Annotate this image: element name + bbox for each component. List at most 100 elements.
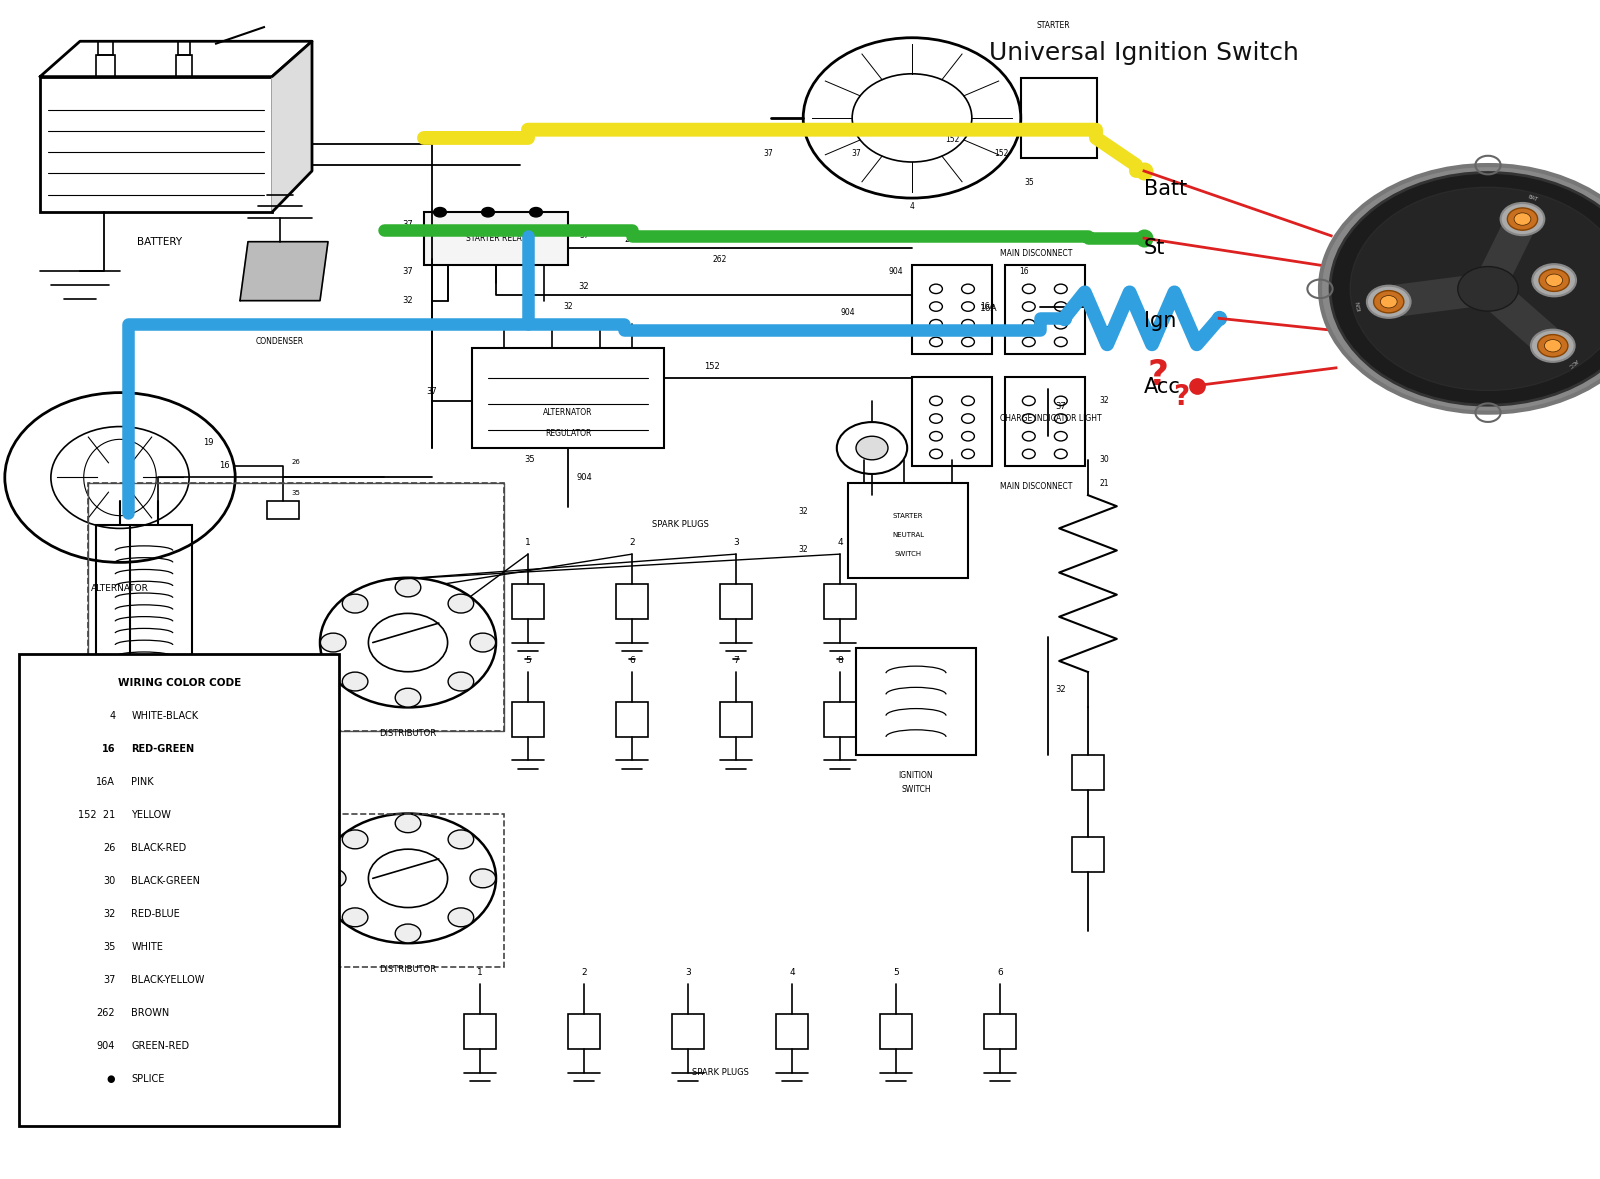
Text: 37: 37	[1099, 325, 1109, 335]
Text: 7: 7	[733, 656, 739, 665]
Text: 32: 32	[102, 909, 115, 918]
Bar	[984, 1014, 1016, 1049]
Text: 32: 32	[798, 545, 808, 554]
Text: RED-BLUE: RED-BLUE	[131, 909, 179, 918]
Text: BLACK-YELLOW: BLACK-YELLOW	[131, 975, 205, 984]
Text: 35: 35	[102, 942, 115, 951]
Bar	[720, 702, 752, 737]
Circle shape	[448, 830, 474, 849]
Text: DISTRIBUTOR: DISTRIBUTOR	[379, 964, 437, 974]
Bar	[267, 501, 299, 519]
Circle shape	[342, 830, 368, 849]
Bar	[1072, 755, 1104, 790]
Bar	[672, 1014, 704, 1049]
Text: SPLICE: SPLICE	[131, 1074, 165, 1084]
Text: 3: 3	[733, 538, 739, 547]
Circle shape	[1366, 285, 1411, 318]
Text: MAIN DISCONNECT: MAIN DISCONNECT	[1000, 482, 1072, 492]
Text: 16: 16	[102, 744, 115, 753]
Text: ?: ?	[1147, 358, 1170, 391]
Text: IGN: IGN	[1355, 301, 1362, 311]
Text: DISTRIBUTOR: DISTRIBUTOR	[379, 729, 437, 738]
Bar	[1005, 377, 1085, 466]
Text: 5: 5	[525, 656, 531, 665]
Text: 26: 26	[291, 459, 301, 466]
Text: 16A: 16A	[979, 302, 995, 311]
Text: 904: 904	[98, 1041, 115, 1050]
Circle shape	[434, 208, 446, 217]
Text: 3: 3	[685, 968, 691, 977]
Text: 21: 21	[1099, 479, 1109, 488]
Bar	[88, 814, 504, 967]
Circle shape	[1507, 208, 1538, 230]
Circle shape	[1538, 335, 1568, 357]
Text: 262: 262	[624, 235, 640, 244]
Circle shape	[1381, 296, 1397, 308]
Text: STARTER: STARTER	[1037, 21, 1070, 31]
Circle shape	[448, 672, 474, 691]
Text: 37: 37	[763, 149, 773, 158]
Text: 37: 37	[403, 266, 413, 276]
Circle shape	[1320, 165, 1600, 413]
Text: WHITE: WHITE	[131, 942, 163, 951]
Text: BATTERY: BATTERY	[138, 237, 182, 246]
Circle shape	[342, 594, 368, 613]
Text: 32: 32	[798, 507, 808, 516]
Text: 1: 1	[477, 968, 483, 977]
Bar	[912, 265, 992, 354]
Circle shape	[482, 208, 494, 217]
Circle shape	[320, 869, 346, 888]
Text: RED-GREEN: RED-GREEN	[131, 744, 194, 753]
Text: 262: 262	[714, 255, 726, 264]
Circle shape	[342, 672, 368, 691]
Text: 1: 1	[525, 538, 531, 547]
Bar	[880, 1014, 912, 1049]
Bar	[824, 702, 856, 737]
Circle shape	[320, 633, 346, 652]
Text: Acc: Acc	[1144, 377, 1181, 396]
Text: 152  21: 152 21	[78, 810, 115, 819]
Text: 152: 152	[704, 362, 720, 370]
Bar	[176, 55, 192, 77]
Bar	[568, 1014, 600, 1049]
Text: REGULATOR: REGULATOR	[546, 429, 590, 439]
Text: 6: 6	[997, 968, 1003, 977]
Text: NEUTRAL: NEUTRAL	[891, 532, 925, 539]
Bar	[19, 654, 339, 1126]
Circle shape	[395, 578, 421, 597]
Text: CHARGE INDICATOR LIGHT: CHARGE INDICATOR LIGHT	[1000, 414, 1102, 423]
Text: MAIN DISCONNECT: MAIN DISCONNECT	[1000, 249, 1072, 258]
Bar	[616, 584, 648, 619]
Bar	[96, 525, 192, 666]
Text: 32: 32	[403, 296, 413, 305]
Circle shape	[1533, 264, 1576, 296]
Text: 35: 35	[1024, 178, 1034, 187]
Polygon shape	[40, 41, 312, 77]
Circle shape	[1544, 340, 1562, 353]
Bar	[848, 483, 968, 578]
Text: 16A: 16A	[96, 777, 115, 786]
Text: 152: 152	[995, 149, 1008, 158]
Text: WHITE-BLACK: WHITE-BLACK	[131, 711, 198, 720]
Text: 30: 30	[1099, 455, 1109, 465]
Text: PINK: PINK	[131, 777, 154, 786]
Bar	[856, 648, 976, 755]
Text: RADIO SUPPRESSION: RADIO SUPPRESSION	[240, 322, 320, 331]
Bar	[472, 348, 664, 448]
Circle shape	[1458, 266, 1518, 311]
Text: 2: 2	[629, 538, 635, 547]
Text: STARTER: STARTER	[893, 513, 923, 520]
Text: SPARK PLUGS: SPARK PLUGS	[691, 1068, 749, 1078]
Text: 8: 8	[837, 656, 843, 665]
Text: 904: 904	[576, 473, 592, 482]
Text: BLACK-GREEN: BLACK-GREEN	[131, 876, 200, 885]
Bar	[1021, 78, 1098, 158]
Circle shape	[342, 908, 368, 927]
Bar	[512, 584, 544, 619]
Text: ALTERNATOR: ALTERNATOR	[91, 584, 149, 593]
Text: SWITCH: SWITCH	[894, 551, 922, 558]
Circle shape	[395, 689, 421, 707]
Text: Ign: Ign	[1144, 311, 1176, 330]
Circle shape	[1531, 330, 1574, 362]
Bar	[1072, 837, 1104, 872]
